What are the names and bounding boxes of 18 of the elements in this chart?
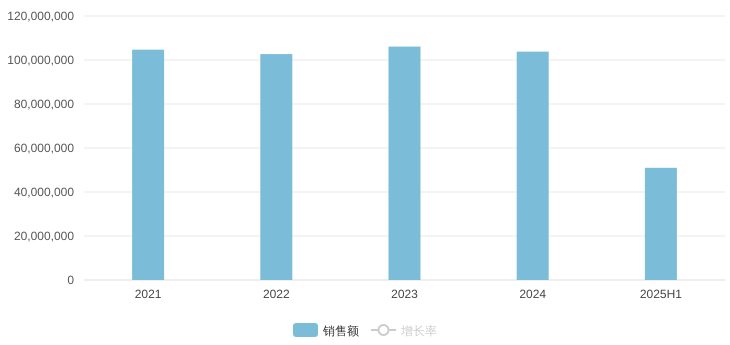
y-tick-label: 20,000,000 bbox=[14, 229, 74, 243]
bar bbox=[260, 54, 292, 280]
x-tick-label: 2023 bbox=[391, 287, 418, 301]
y-tick-label: 120,000,000 bbox=[7, 9, 74, 23]
legend-label: 销售额 bbox=[322, 324, 359, 338]
x-tick-label: 2022 bbox=[262, 287, 290, 301]
x-tick-label: 2024 bbox=[519, 287, 546, 301]
y-tick-label: 100,000,000 bbox=[7, 53, 74, 67]
x-tick-label: 2021 bbox=[134, 287, 162, 301]
y-tick-label: 40,000,000 bbox=[14, 185, 74, 199]
bar bbox=[644, 168, 677, 280]
bar bbox=[132, 50, 164, 280]
bar bbox=[516, 52, 549, 280]
bar bbox=[388, 46, 420, 280]
y-tick-label: 60,000,000 bbox=[14, 141, 74, 155]
y-tick-label: 80,000,000 bbox=[14, 97, 74, 111]
y-tick-label: 0 bbox=[67, 273, 74, 287]
x-tick-label: 2025H1 bbox=[640, 287, 682, 301]
